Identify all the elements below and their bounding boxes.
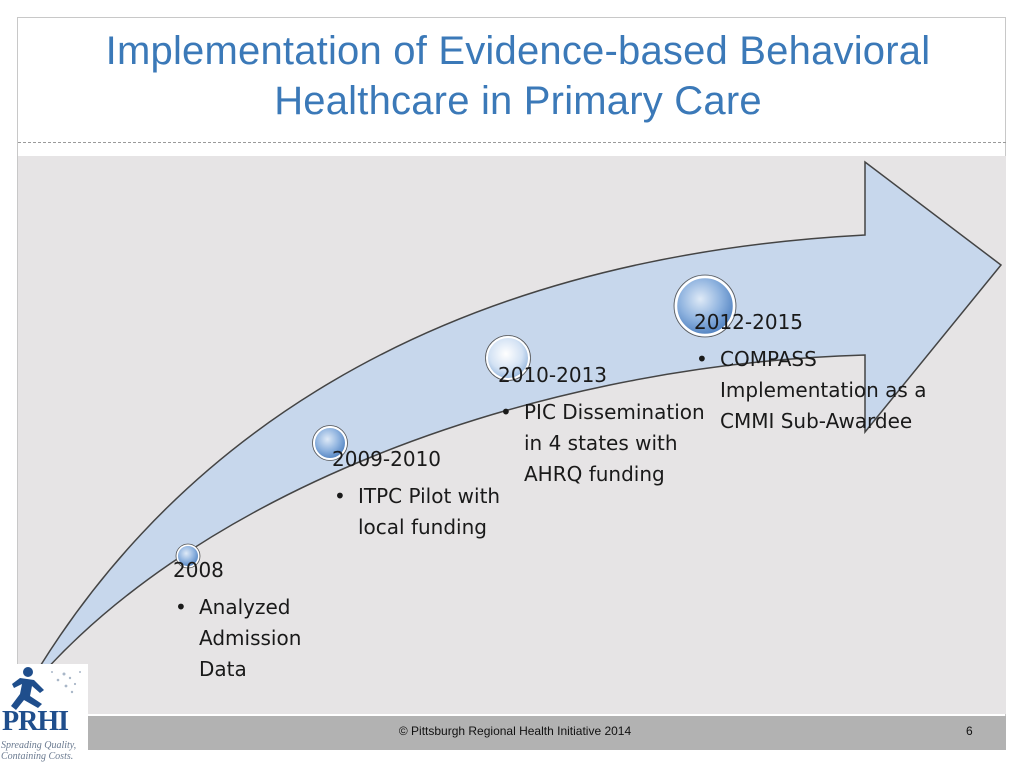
- runner-figure-icon: [11, 667, 81, 710]
- milestone-marker-2010: [485, 335, 531, 381]
- milestone-bullet: ITPC Pilot with local funding: [332, 481, 502, 543]
- logo-wordmark: PRHI: [2, 706, 69, 737]
- milestone-marker-2012: [673, 274, 737, 338]
- milestone-marker-2009: [312, 425, 348, 461]
- milestone-2009: 2009-2010 ITPC Pilot with local funding: [332, 444, 502, 543]
- logo-tagline: Spreading Quality, Containing Costs.: [1, 740, 77, 762]
- milestone-year: 2012-2015: [694, 310, 804, 334]
- milestone-year: 2010-2013: [498, 363, 608, 387]
- timeline-arrow: [19, 160, 1003, 701]
- slide-title: Implementation of Evidence-based Behavio…: [105, 29, 931, 123]
- milestone-bullet: Analyzed Admission Data: [173, 592, 343, 685]
- milestone-2010: 2010-2013 PIC Dissemination in 4 states …: [498, 360, 728, 490]
- milestone-bullet: PIC Dissemination in 4 states with AHRQ …: [498, 397, 728, 490]
- milestone-year: 2009-2010: [332, 447, 442, 471]
- milestone-bullet: COMPASS Implementation as a CMMI Sub-Awa…: [694, 344, 964, 437]
- footer-band: [18, 716, 1006, 750]
- page-number: 6: [966, 724, 973, 738]
- milestone-marker-2008: [175, 543, 201, 569]
- milestone-year: 2008: [173, 558, 224, 582]
- title-divider: [18, 142, 1006, 143]
- prhi-logo: [0, 664, 88, 768]
- milestone-2012: 2012-2015 COMPASS Implementation as a CM…: [694, 307, 964, 437]
- milestone-2008: 2008 Analyzed Admission Data: [173, 555, 343, 685]
- footer-copyright: © Pittsburgh Regional Health Initiative …: [398, 724, 632, 738]
